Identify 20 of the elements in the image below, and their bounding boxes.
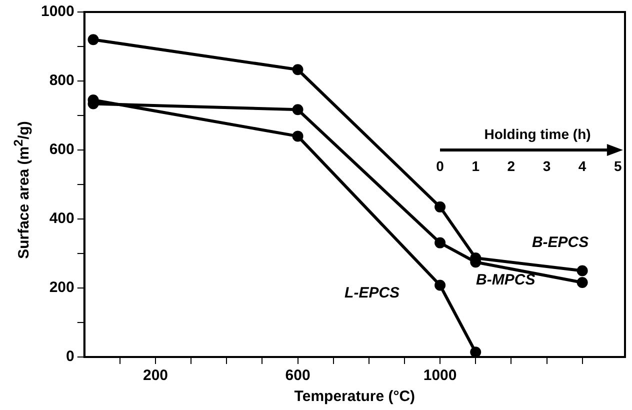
x2-tick-label: 4	[578, 158, 586, 174]
x-tick-label: 1000	[423, 367, 457, 384]
x2-tick-label: 1	[472, 158, 480, 174]
series-label: L-EPCS	[344, 284, 400, 302]
x-tick-label: 600	[285, 367, 310, 384]
x2-axis-title: Holding time (h)	[484, 126, 591, 142]
y-tick-label: 200	[49, 279, 74, 296]
x-tick-label: 200	[142, 367, 168, 384]
y-tick-label: 400	[49, 210, 74, 228]
y-tick-label: 1000	[40, 3, 74, 20]
x2-tick-label: 2	[507, 158, 516, 174]
series-label: B-MPCS	[476, 271, 536, 288]
series-label: B-EPCS	[532, 234, 589, 251]
x2-tick-label: 5	[614, 158, 622, 174]
x2-tick-label: 0	[436, 158, 444, 174]
x2-tick-label: 3	[542, 158, 551, 174]
y-tick-label: 800	[49, 72, 74, 90]
y-tick-label: 600	[49, 141, 74, 158]
y-tick-label: 0	[66, 348, 74, 366]
x-axis-title: Temperature (°C)	[294, 388, 416, 406]
